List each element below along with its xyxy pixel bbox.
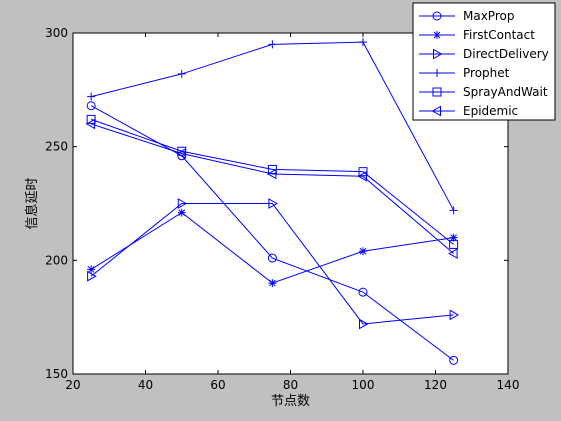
- data-point: [448, 248, 458, 259]
- series-DirectDelivery: [87, 198, 460, 330]
- data-point: [86, 101, 96, 111]
- x-tick-label: 60: [210, 378, 225, 392]
- data-point: [359, 38, 367, 47]
- legend-swatch-marker: [433, 48, 443, 60]
- data-point: [449, 239, 459, 249]
- x-tick-label: 80: [283, 378, 298, 392]
- data-point: [87, 265, 96, 274]
- legend-swatch-marker: [433, 69, 441, 77]
- y-tick-label: 150: [45, 367, 68, 381]
- data-point: [176, 148, 186, 159]
- legend-item: Prophet: [419, 66, 510, 80]
- legend-swatch-marker: [432, 11, 442, 21]
- series-Epidemic: [85, 118, 458, 259]
- data-point: [87, 270, 97, 282]
- data-point: [266, 168, 277, 180]
- legend-swatch-marker: [431, 105, 441, 117]
- data-point: [85, 118, 96, 130]
- data-point: [449, 355, 459, 365]
- legend-item: DirectDelivery: [419, 47, 549, 61]
- legend-swatch-marker: [432, 87, 442, 97]
- data-point: [359, 318, 369, 330]
- legend-label: FirstContact: [463, 28, 535, 42]
- legend-item: Epidemic: [419, 104, 518, 118]
- legend-swatch-marker: [433, 31, 441, 39]
- data-point: [87, 92, 96, 101]
- data-point: [268, 40, 277, 49]
- legend-item: FirstContact: [419, 28, 535, 42]
- y-tick-label: 300: [45, 26, 68, 40]
- series-FirstContact: [87, 208, 458, 288]
- data-point: [449, 233, 458, 242]
- series-line: [90, 203, 454, 325]
- y-tick-label: 200: [45, 253, 68, 267]
- series-line: [90, 123, 454, 254]
- series-line: [90, 118, 454, 245]
- data-point: [267, 253, 277, 263]
- data-point: [449, 309, 460, 321]
- data-point: [177, 208, 186, 217]
- x-tick-label: 20: [65, 378, 80, 392]
- legend-item: MaxProp: [419, 9, 514, 23]
- y-tick-label: 250: [45, 140, 68, 154]
- y-axis-label: 信息延时: [24, 177, 40, 229]
- legend-label: Epidemic: [463, 104, 518, 118]
- data-point: [177, 198, 188, 209]
- legend-box: [412, 2, 556, 121]
- x-tick-label: 40: [138, 378, 153, 392]
- data-point: [268, 198, 278, 209]
- data-point: [449, 206, 458, 215]
- legend-label: SprayAndWait: [463, 85, 548, 99]
- axis-layer: 20 40 60 80 100 120 140 150 200 250 300: [45, 26, 519, 392]
- data-point: [268, 279, 277, 288]
- legend-label: MaxProp: [463, 9, 514, 23]
- series-Prophet: [87, 38, 458, 215]
- x-tick-label: 140: [497, 378, 520, 392]
- x-tick-label: 100: [352, 378, 375, 392]
- legend: MaxProp FirstContact DirectDelivery Prophet…: [412, 2, 556, 121]
- legend-item: SprayAndWait: [419, 85, 548, 99]
- x-tick-label: 120: [424, 378, 447, 392]
- x-axis-label: 节点数: [271, 394, 310, 409]
- series-layer: [85, 38, 460, 365]
- data-point: [357, 170, 367, 182]
- data-point: [359, 247, 367, 256]
- series-line: [90, 105, 454, 361]
- data-point: [177, 69, 186, 78]
- data-point: [358, 287, 368, 297]
- legend-label: DirectDelivery: [463, 47, 549, 61]
- legend-label: Prophet: [463, 66, 510, 80]
